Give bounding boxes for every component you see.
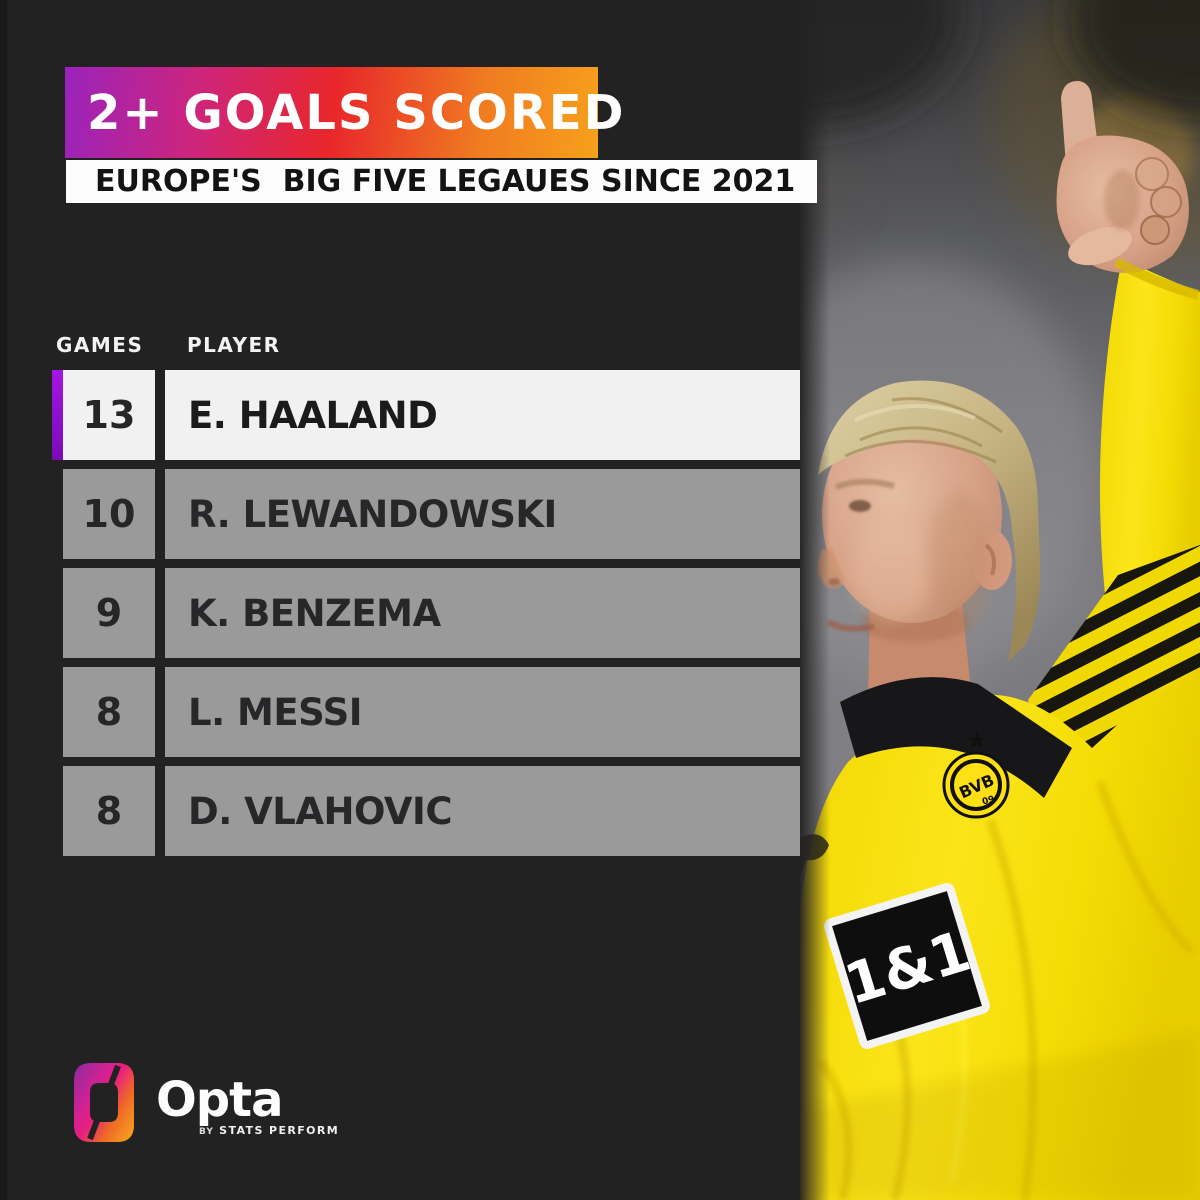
table-row: 8 D. VLAHOVIC [52,766,800,856]
brand-subtitle: BY STATS PERFORM [199,1124,339,1137]
stats-table: 13 E. HAALAND 10 R. LEWANDOWSKI 9 K. BEN… [52,370,800,865]
left-edge-strip [0,0,7,1200]
row-player-name: K. BENZEMA [165,568,800,658]
opta-logo-slash [87,1064,121,1141]
row-divider [155,469,165,559]
knuckle [1135,157,1169,191]
brand-sub-prefix: BY [199,1127,214,1137]
player-photo: BVB 09 1&1 [800,0,1200,1200]
corner-shadow [1070,0,1200,120]
row-games-value: 9 [63,568,155,658]
player-head [817,380,1041,712]
hair-streaks [844,397,1003,464]
row-games-value: 8 [63,766,155,856]
hand-shadow [1104,170,1140,230]
page-subtitle: EUROPE'S BIG FIVE LEGAUES SINCE 2021 [95,164,796,199]
row-player-name: L. MESSI [165,667,800,757]
badge-number: 09 [981,795,996,808]
jersey: BVB 09 1&1 [800,668,1200,1200]
brand-name: Opta [156,1072,283,1128]
row-highlight-bar [52,568,63,658]
row-highlight-bar [52,370,63,460]
table-row: 13 E. HAALAND [52,370,800,460]
club-badge: BVB 09 [942,731,1010,819]
thumb [1068,226,1132,266]
brand-sub-name: STATS PERFORM [219,1124,340,1137]
corner-shadow [800,0,960,125]
row-player-name: D. VLAHOVIC [165,766,800,856]
row-player-name: E. HAALAND [165,370,800,460]
knuckle [1140,215,1170,245]
row-divider [155,667,165,757]
hair [818,380,1041,662]
table-row: 8 L. MESSI [52,667,800,757]
jersey-bottom-shadow [800,1030,1200,1200]
opta-logo [74,1063,134,1142]
page-title: 2+ GOALS SCORED [87,84,626,141]
row-divider [155,766,165,856]
subtitle-banner: EUROPE'S BIG FIVE LEGAUES SINCE 2021 [66,160,817,203]
column-header-player: PLAYER [187,333,281,357]
column-header-games: GAMES [56,333,144,357]
hair-highlight [854,404,976,422]
row-games-value: 8 [63,667,155,757]
table-row: 9 K. BENZEMA [52,568,800,658]
collar [840,677,1072,798]
sponsor-patch: 1&1 [824,883,990,1049]
badge-star [968,731,986,748]
title-banner: 2+ GOALS SCORED [65,67,623,158]
table-row: 10 R. LEWANDOWSKI [52,469,800,559]
row-highlight-bar [52,766,63,856]
row-divider [155,568,165,658]
cuff-seam [1113,257,1200,300]
row-games-value: 10 [63,469,155,559]
row-highlight-bar [52,667,63,757]
knuckle [1150,186,1182,218]
row-player-name: R. LEWANDOWSKI [165,469,800,559]
row-highlight-bar [52,469,63,559]
row-games-value: 13 [63,370,155,460]
row-divider [155,370,165,460]
